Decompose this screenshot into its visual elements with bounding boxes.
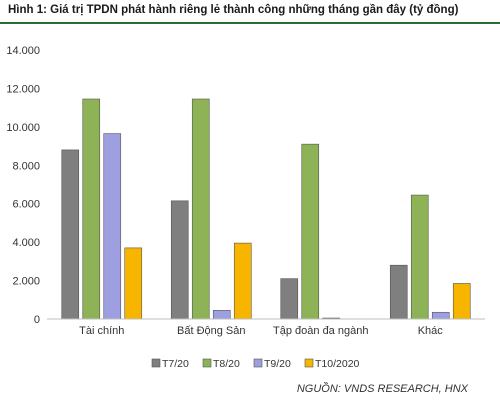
x-category-label: Bất Động Sản [177, 325, 246, 337]
bar-1-1 [61, 149, 80, 320]
y-tick-label: 2.000 [12, 276, 40, 288]
bar-3-2 [212, 310, 231, 320]
legend-label: T8/20 [213, 358, 240, 370]
y-tick-label: 8.000 [12, 160, 40, 172]
bar-2-4 [410, 194, 429, 320]
legend-swatch [253, 358, 263, 368]
bars-group [61, 98, 471, 320]
bar-2-1 [82, 98, 101, 320]
bar-3-1 [103, 133, 122, 320]
legend-swatch [202, 358, 212, 368]
title-divider [0, 22, 500, 24]
bar-3-4 [431, 311, 450, 320]
legend-label: T9/20 [264, 358, 291, 370]
x-axis: Tài chính Bất Động Sản Tập đoàn đa ngành Kh… [79, 325, 443, 337]
x-category-label: Tài chính [79, 325, 124, 337]
x-category-label: Khác [418, 325, 444, 337]
chart-title: Hình 1: Giá trị TPDN phát hành riêng lẻ … [8, 4, 459, 16]
y-tick-label: 12.000 [6, 83, 40, 95]
legend-swatch [151, 358, 161, 368]
bar-4-4 [452, 283, 471, 320]
y-tick-label: 0 [34, 314, 40, 326]
source-note: NGUỒN: VNDS RESEARCH, HNX [296, 383, 468, 395]
bar-1-2 [170, 200, 189, 320]
legend-label: T7/20 [162, 358, 189, 370]
bar-4-1 [124, 247, 143, 320]
y-tick-label: 10.000 [6, 122, 40, 134]
legend-swatch [304, 358, 314, 368]
y-axis: 0 2.000 4.000 6.000 8.000 10.000 12.000 14.000 [6, 45, 40, 326]
bar-2-3 [301, 143, 320, 320]
legend: T7/20 T8/20 T9/20 T10/2020 [151, 358, 360, 370]
y-tick-label: 14.000 [6, 45, 40, 57]
x-category-label: Tập đoàn đa ngành [273, 325, 368, 337]
bar-1-4 [389, 264, 408, 320]
bar-2-2 [191, 98, 210, 320]
y-tick-label: 4.000 [12, 237, 40, 249]
bar-4-2 [233, 242, 252, 320]
y-tick-label: 6.000 [12, 199, 40, 211]
bar-1-3 [280, 278, 299, 320]
legend-label: T10/2020 [315, 358, 360, 370]
